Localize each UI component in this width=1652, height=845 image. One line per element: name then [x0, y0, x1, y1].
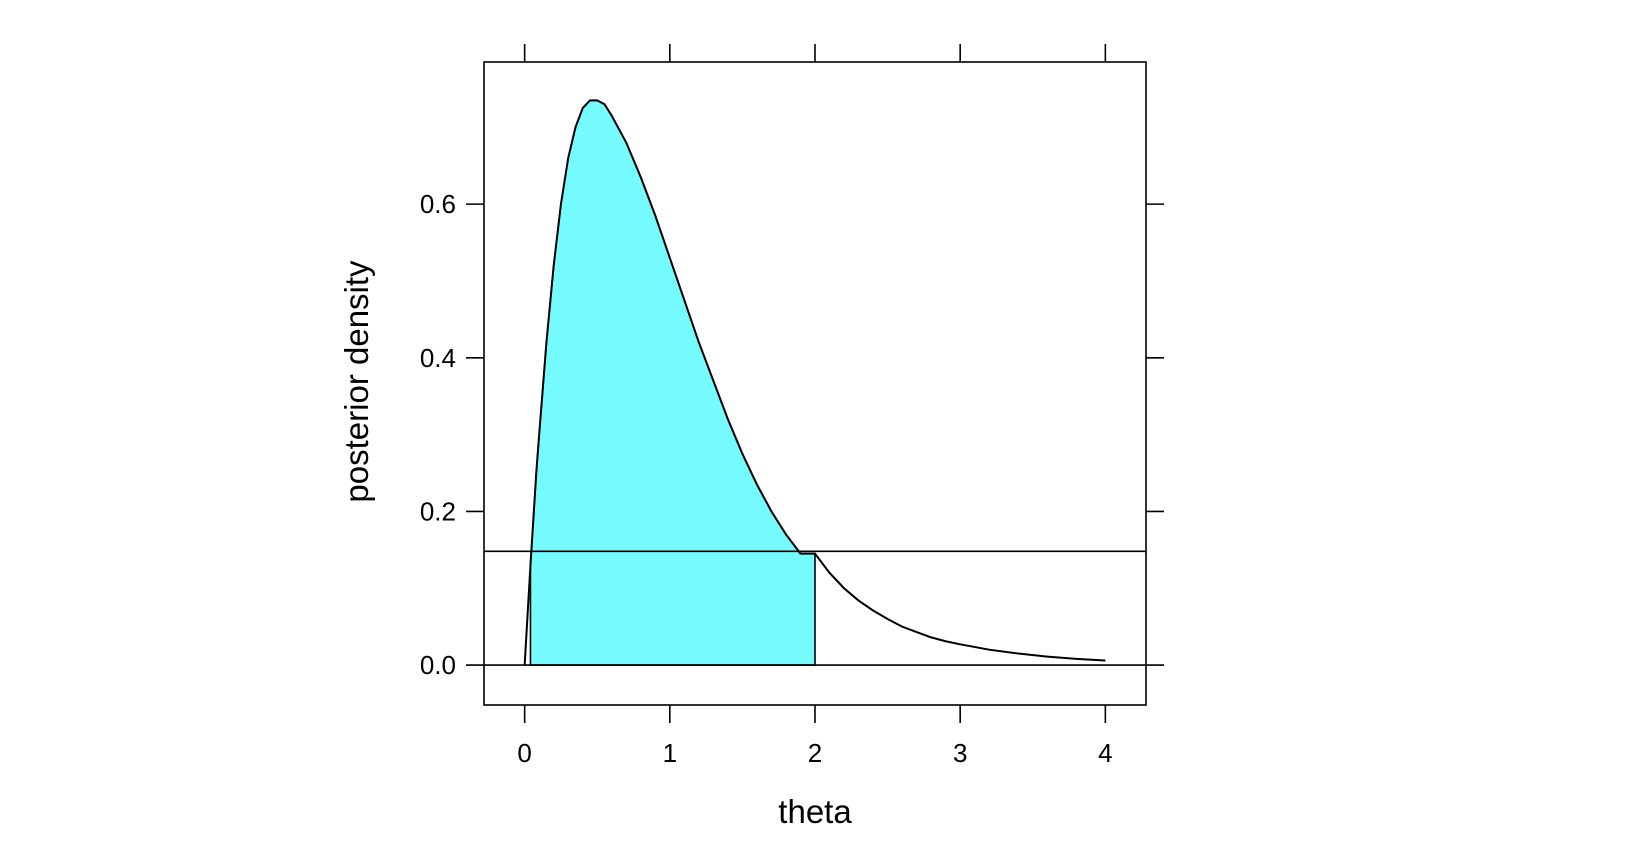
shaded-region-layer — [529, 99, 816, 666]
y-tick-label: 0.0 — [420, 650, 456, 680]
y-tick-label: 0.4 — [420, 343, 456, 373]
x-tick-label: 1 — [663, 738, 677, 768]
density-curve-layer — [523, 99, 1106, 666]
x-tick-label: 4 — [1098, 738, 1112, 768]
y-axis-title: posterior density — [338, 260, 375, 503]
y-tick-label: 0.2 — [420, 496, 456, 526]
x-tick-label: 2 — [808, 738, 822, 768]
hpd-shaded-region — [529, 99, 816, 666]
ticks-layer: 0 1 2 3 4 0.0 0.2 0.4 0.6 — [420, 44, 1164, 768]
y-tick-label: 0.6 — [420, 189, 456, 219]
x-axis-title: theta — [778, 793, 852, 830]
x-tick-label: 0 — [517, 738, 531, 768]
posterior-density-curve — [523, 99, 1106, 666]
reference-lines-layer — [484, 550, 1146, 666]
x-tick-label: 3 — [953, 738, 967, 768]
